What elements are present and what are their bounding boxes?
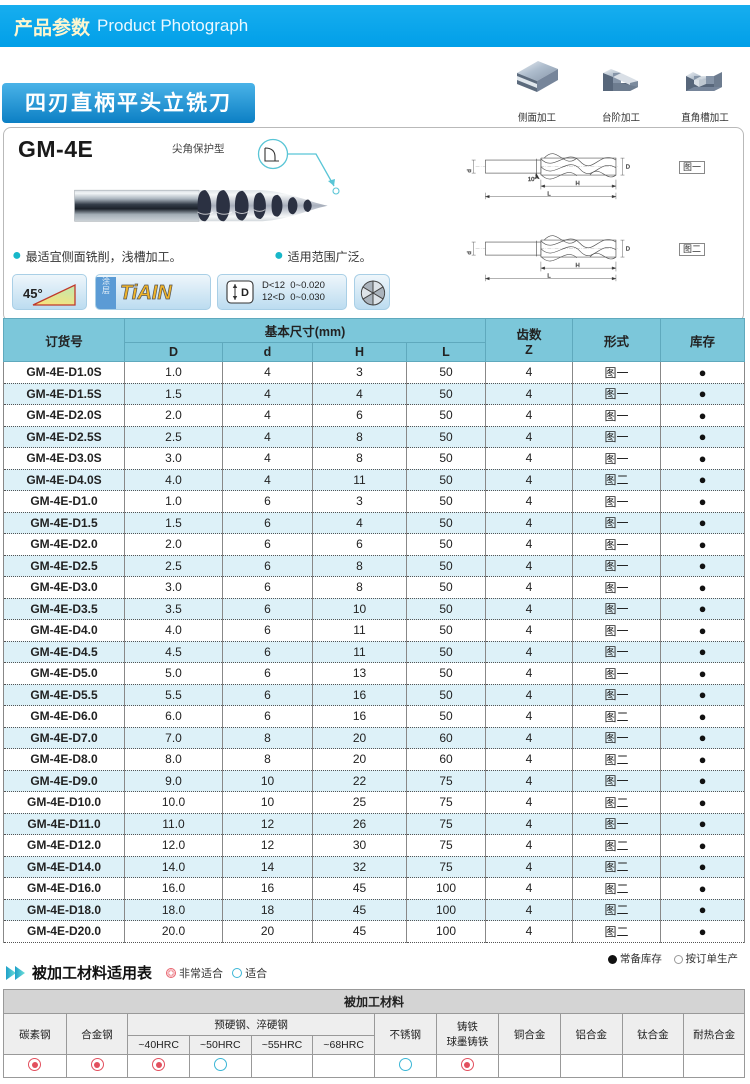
svg-text:45°: 45° bbox=[23, 286, 43, 301]
svg-text:D: D bbox=[626, 165, 630, 171]
svg-text:D: D bbox=[241, 287, 249, 299]
svg-text:10°: 10° bbox=[528, 177, 537, 183]
svg-text:d: d bbox=[467, 251, 473, 254]
svg-text:H: H bbox=[575, 263, 579, 269]
svg-text:d: d bbox=[467, 169, 473, 172]
svg-text:H: H bbox=[575, 181, 579, 187]
svg-text:D: D bbox=[626, 247, 630, 253]
